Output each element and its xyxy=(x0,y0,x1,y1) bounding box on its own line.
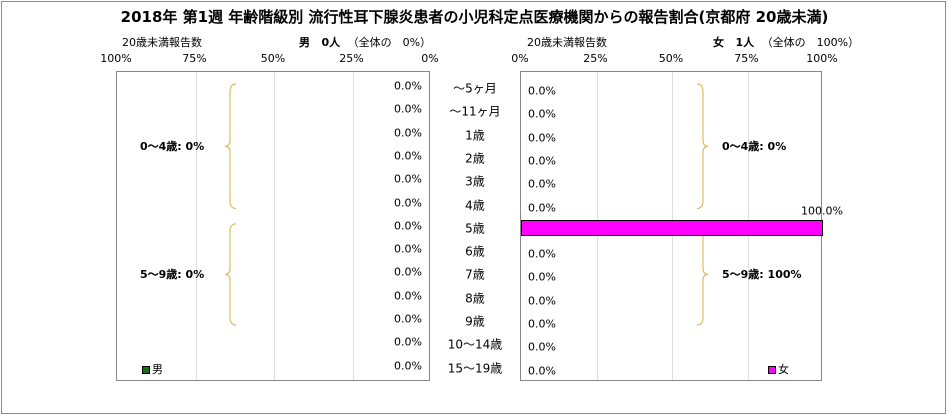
age-label-8: 7歳 xyxy=(465,267,485,282)
female-summary: 女 1人 （全体の 100%） xyxy=(713,34,859,50)
male-summary: 男 0人 （全体の 0%） xyxy=(299,34,431,50)
female-group-summary-1: 5～9歳: 100% xyxy=(722,268,802,282)
female-value-label-3: 0.0% xyxy=(528,154,556,168)
male-gridline-1 xyxy=(195,72,197,380)
male-tick-4: 0% xyxy=(421,52,439,65)
female-panel-label: 20歳未満報告数 xyxy=(527,36,607,49)
female-share: （全体の 100%） xyxy=(761,36,860,49)
female-value-label-6: 100.0% xyxy=(801,204,843,218)
male-value-label-5: 0.0% xyxy=(394,196,422,209)
female-brace-1 xyxy=(696,223,709,326)
male-value-label-2: 0.0% xyxy=(394,126,422,140)
chart-title: 2018年 第1週 年齢階級別 流行性耳下腺炎患者の小児科定点医療機関からの報告… xyxy=(120,8,829,26)
female-value-label-5: 0.0% xyxy=(528,201,556,214)
male-count: 0人 xyxy=(321,36,341,49)
male-sex-label: 男 xyxy=(299,36,310,49)
age-label-3: 2歳 xyxy=(465,151,485,166)
female-tick-0: 0% xyxy=(511,52,529,65)
male-value-label-12: 0.0% xyxy=(394,359,422,373)
male-value-label-0: 0.0% xyxy=(394,79,422,93)
female-value-label-4: 0.0% xyxy=(528,177,556,191)
age-label-5: 4歳 xyxy=(465,198,485,212)
male-legend: 男 xyxy=(142,361,163,377)
age-label-6: 5歳 xyxy=(465,221,485,236)
female-sex-label: 女 xyxy=(713,36,724,49)
female-bar-6 xyxy=(521,219,823,236)
female-value-label-9: 0.0% xyxy=(528,294,556,308)
female-tick-2: 50% xyxy=(658,52,684,65)
age-label-11: 10～14歳 xyxy=(447,337,503,352)
female-value-label-7: 0.0% xyxy=(528,247,556,261)
male-share: （全体の 0%） xyxy=(347,36,432,49)
male-brace-1 xyxy=(224,223,237,326)
female-value-label-1: 0.0% xyxy=(528,107,556,121)
male-value-label-10: 0.0% xyxy=(394,312,422,326)
male-group-summary-1: 5～9歳: 0% xyxy=(140,268,205,282)
male-gridline-2 xyxy=(274,72,275,380)
age-label-12: 15～19歳 xyxy=(447,361,503,376)
male-value-label-11: 0.0% xyxy=(394,335,422,349)
age-label-9: 8歳 xyxy=(465,291,485,306)
male-value-label-6: 0.0% xyxy=(394,219,422,233)
age-label-10: 9歳 xyxy=(465,314,485,329)
female-tick-3: 75% xyxy=(734,52,759,65)
male-group-summary-0: 0～4歳: 0% xyxy=(140,140,205,154)
male-tick-1: 75% xyxy=(182,52,207,65)
female-value-label-12: 0.0% xyxy=(528,364,556,378)
age-label-0: ～5ヶ月 xyxy=(453,81,497,96)
female-group-summary-0: 0～4歳: 0% xyxy=(722,140,787,154)
female-value-label-11: 0.0% xyxy=(528,340,556,354)
male-tick-0: 100% xyxy=(100,52,132,65)
female-brace-0 xyxy=(696,83,709,210)
male-tick-3: 25% xyxy=(339,52,364,65)
female-count: 1人 xyxy=(735,36,755,49)
male-legend-label: 男 xyxy=(152,363,163,376)
female-tick-1: 25% xyxy=(583,52,608,65)
male-value-label-3: 0.0% xyxy=(394,149,422,163)
male-brace-0 xyxy=(224,83,237,210)
male-gridline-3 xyxy=(352,72,354,380)
male-plot-area xyxy=(116,71,430,381)
age-label-4: 3歳 xyxy=(465,174,485,189)
age-label-1: ～11ヶ月 xyxy=(449,104,501,119)
female-value-label-0: 0.0% xyxy=(528,84,556,98)
male-value-label-8: 0.0% xyxy=(394,265,422,279)
male-value-label-4: 0.0% xyxy=(394,172,422,186)
male-value-label-1: 0.0% xyxy=(394,102,422,116)
female-value-label-8: 0.0% xyxy=(528,270,556,284)
male-legend-swatch xyxy=(142,366,150,374)
female-legend-swatch xyxy=(768,366,776,374)
male-value-label-9: 0.0% xyxy=(394,289,422,303)
male-value-label-7: 0.0% xyxy=(394,242,422,256)
male-tick-2: 50% xyxy=(260,52,286,65)
male-panel-label: 20歳未満報告数 xyxy=(122,36,202,49)
female-legend: 女 xyxy=(768,361,789,377)
female-value-label-2: 0.0% xyxy=(528,131,556,145)
female-value-label-10: 0.0% xyxy=(528,317,556,331)
female-tick-4: 100% xyxy=(806,52,838,65)
female-legend-label: 女 xyxy=(778,363,789,376)
age-label-2: 1歳 xyxy=(465,128,485,143)
age-label-7: 6歳 xyxy=(465,244,485,259)
